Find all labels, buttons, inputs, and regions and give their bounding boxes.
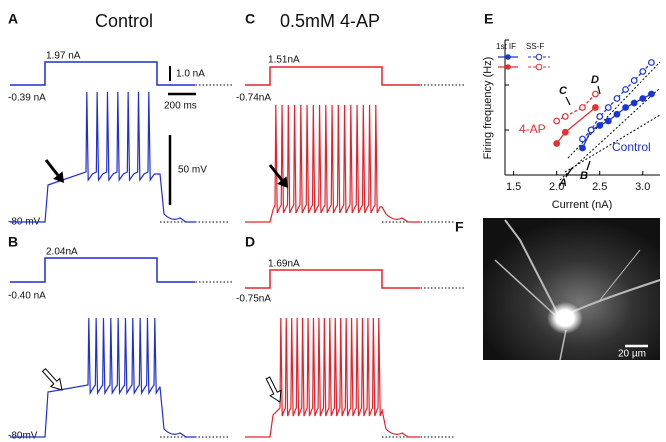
holding-label: -0.39 nA — [8, 93, 46, 104]
current-label: 2.04nA — [46, 247, 78, 258]
fit-line — [564, 114, 661, 173]
panel-label: D — [245, 234, 255, 250]
voltage-trace — [245, 317, 420, 438]
panel-label: B — [8, 234, 18, 250]
legend-header: 1st IF — [496, 42, 516, 51]
legend-symbol — [505, 64, 511, 70]
dendrites — [494, 219, 661, 361]
x-tick-label: 2.5 — [592, 181, 607, 193]
current-trace — [10, 61, 195, 86]
scale-label: 50 mV — [178, 165, 207, 176]
panel-label: A — [8, 11, 18, 27]
panel-title: Control — [95, 11, 153, 31]
first-if-point — [647, 90, 655, 98]
vm-label: -80mV — [8, 431, 38, 442]
first-if-point — [579, 144, 586, 152]
point-label: A — [558, 177, 567, 189]
first-if-point — [592, 104, 599, 111]
ss-f-point — [579, 135, 586, 143]
current-trace — [245, 66, 420, 86]
ss-f-point — [622, 86, 629, 93]
point-arrow — [565, 167, 573, 178]
point-arrow — [586, 160, 591, 171]
arrow — [265, 376, 282, 403]
ss-f-point — [561, 113, 569, 120]
arrow — [268, 164, 284, 182]
ss-f-point — [587, 126, 595, 134]
x-tick-label: 2.0 — [549, 181, 564, 193]
holding-label: -0.74nA — [236, 93, 271, 104]
first-if-point — [596, 122, 604, 129]
current-label: 1.51nA — [268, 55, 300, 66]
ss-f-point — [613, 95, 621, 102]
scale-label: 20 µm — [618, 349, 646, 360]
scale-label: 1.0 nA — [176, 69, 205, 80]
first-if-point — [553, 140, 561, 147]
current-label: 1.97 nA — [46, 51, 81, 62]
ss-f-line — [582, 62, 652, 140]
x-tick-label: 1.5 — [506, 181, 521, 193]
panel-title: 0.5mM 4-AP — [280, 11, 380, 31]
legend-symbol — [535, 63, 543, 71]
arrow — [41, 367, 63, 391]
y-axis-label: Firing frequency (Hz) — [482, 57, 494, 160]
panel-label: F — [455, 219, 464, 235]
first-if-point — [561, 128, 569, 136]
arrow — [277, 176, 288, 188]
ss-f-point — [579, 104, 586, 111]
holding-label: -0.40 nA — [8, 291, 46, 302]
ss-f-point — [630, 77, 638, 84]
point-arrow — [597, 85, 601, 95]
voltage-trace — [10, 91, 195, 223]
series-label: Control — [612, 140, 651, 154]
legend-header: SS-F — [526, 42, 544, 51]
ss-f-point — [639, 68, 647, 75]
voltage-trace — [10, 317, 195, 438]
panel-label: E — [484, 11, 493, 27]
ss-f-point — [647, 59, 655, 66]
ss-f-point — [592, 90, 599, 98]
fit-line — [559, 87, 661, 181]
point-label: D — [591, 74, 599, 86]
current-label: 1.69nA — [268, 259, 300, 270]
current-trace — [10, 257, 195, 283]
voltage-trace — [245, 104, 420, 223]
first-if-point — [630, 99, 638, 107]
legend-symbol — [505, 54, 511, 60]
first-if-point — [613, 110, 621, 118]
x-tick-label: 3.0 — [635, 181, 650, 193]
point-arrow — [565, 96, 571, 106]
arrow — [44, 159, 60, 177]
point-label: B — [580, 170, 588, 182]
ss-f-point — [604, 104, 612, 111]
ss-f-point — [553, 117, 561, 125]
scale-label: 200 ms — [164, 101, 197, 112]
ss-f-point — [596, 113, 604, 120]
holding-label: -0.75nA — [236, 294, 271, 305]
soma — [547, 302, 583, 334]
series-label: 4-AP — [519, 122, 546, 136]
legend-symbol — [535, 53, 543, 61]
first-if-point — [639, 95, 647, 102]
first-if-line — [556, 106, 596, 144]
first-if-point — [604, 117, 612, 125]
first-if-point — [622, 104, 629, 111]
x-axis-label: Current (nA) — [552, 199, 613, 211]
point-label: C — [559, 85, 568, 97]
arrow — [53, 171, 64, 183]
panel-label: C — [245, 11, 255, 27]
current-trace — [245, 269, 420, 289]
